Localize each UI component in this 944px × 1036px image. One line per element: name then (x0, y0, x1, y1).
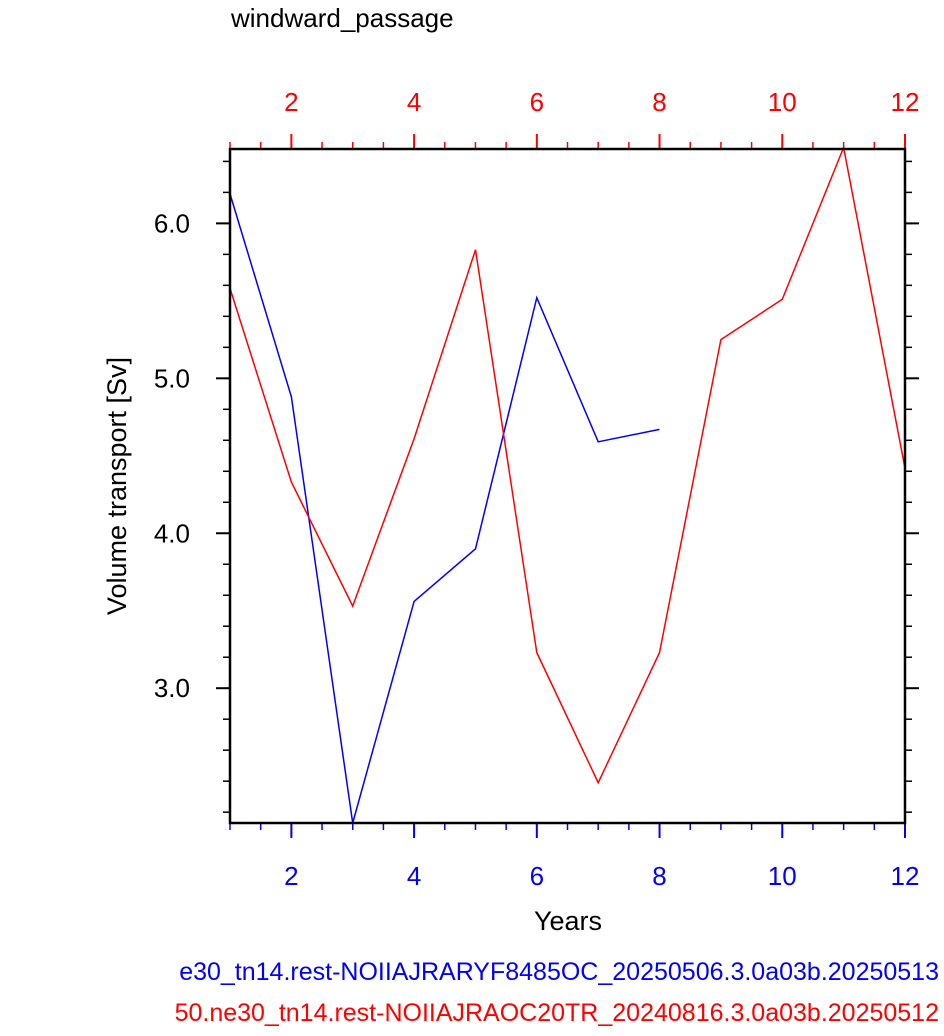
series-caption-1: e30_tn14.rest-NOIIAJRARYF8485OC_20250506… (179, 958, 939, 986)
bottom-tick-label: 10 (768, 861, 797, 891)
top-tick-label: 10 (768, 87, 797, 117)
bottom-tick-label: 8 (652, 861, 666, 891)
major-tick-marks (216, 134, 919, 838)
y-axis-tick-labels: 3.0 4.0 5.0 6.0 (154, 208, 190, 703)
bottom-tick-label: 4 (407, 861, 421, 891)
chart-title: windward_passage (230, 3, 454, 33)
top-tick-label: 8 (652, 87, 666, 117)
x-axis-title: Years (534, 906, 602, 936)
top-tick-label: 12 (891, 87, 920, 117)
plot-frame (228, 147, 907, 825)
series-line-2 (229, 144, 906, 785)
top-tick-label: 2 (284, 87, 298, 117)
y-tick-label: 5.0 (154, 363, 190, 393)
top-axis-tick-labels: 2 4 6 8 10 12 (284, 87, 919, 117)
series-line-1 (229, 193, 660, 824)
y-tick-label: 3.0 (154, 673, 190, 703)
bottom-axis-tick-labels: 2 4 6 8 10 12 (284, 861, 919, 891)
top-tick-label: 6 (530, 87, 544, 117)
y-axis-title: Volume transport [Sv] (102, 357, 132, 615)
minor-tick-marks (223, 142, 912, 830)
y-tick-label: 6.0 (154, 208, 190, 238)
top-tick-label: 4 (407, 87, 421, 117)
series-caption-2: 50.ne30_tn14.rest-NOIIAJRAOC20TR_2024081… (175, 999, 939, 1027)
bottom-tick-label: 6 (530, 861, 544, 891)
y-tick-label: 4.0 (154, 518, 190, 548)
bottom-tick-label: 12 (891, 861, 920, 891)
bottom-tick-label: 2 (284, 861, 298, 891)
series-lines (229, 144, 906, 824)
